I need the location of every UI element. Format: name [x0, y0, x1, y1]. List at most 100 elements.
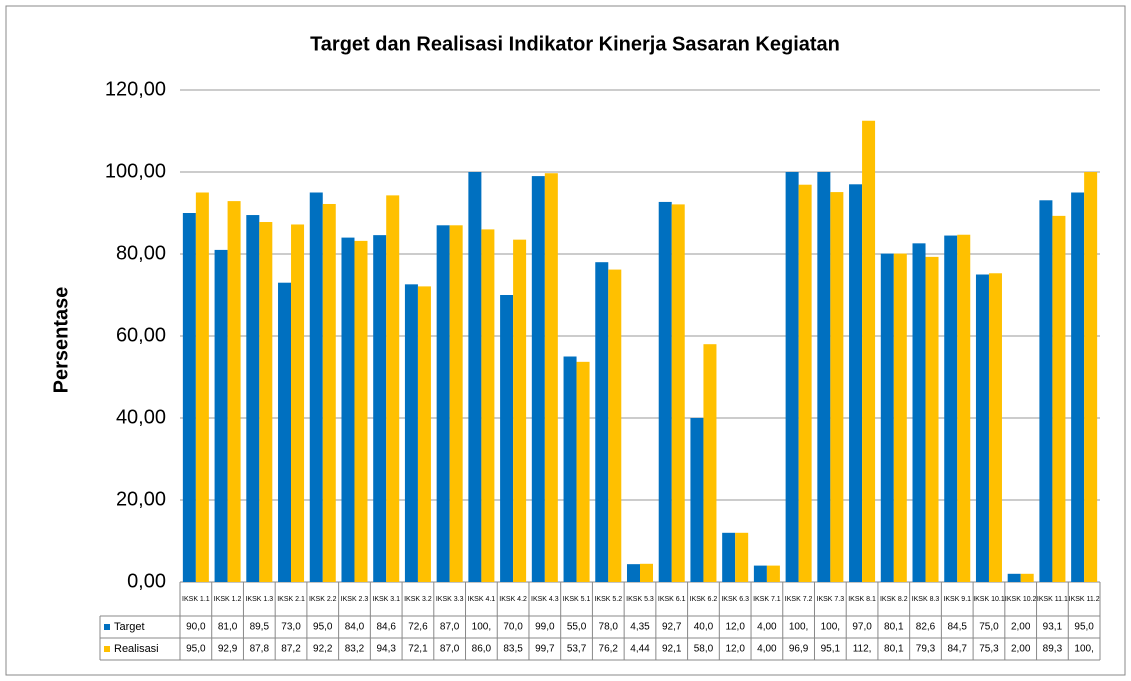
bar [182, 213, 196, 582]
table-value: 92,2 [313, 644, 333, 655]
table-value: 92,1 [662, 644, 682, 655]
table-value: 40,0 [694, 622, 714, 633]
y-tick-label: 40,00 [116, 406, 166, 428]
table-value: 12,0 [725, 622, 745, 633]
x-tick-label: IKSK 6.2 [690, 596, 718, 603]
table-value: 92,7 [662, 622, 682, 633]
bar [291, 224, 305, 583]
x-tick-label: IKSK 9.1 [943, 596, 971, 603]
y-tick-label: 120,00 [105, 78, 166, 100]
table-value: 2,00 [1011, 644, 1031, 655]
table-value: 4,35 [630, 622, 650, 633]
bar [1084, 172, 1098, 582]
bar [341, 237, 355, 582]
bar [722, 532, 736, 582]
table-value: 58,0 [694, 644, 714, 655]
x-tick-label: IKSK 5.3 [626, 596, 654, 603]
table-value: 75,3 [979, 644, 999, 655]
table-value: 84,6 [376, 622, 396, 633]
bar [195, 192, 209, 582]
bar [404, 284, 418, 582]
bar [671, 204, 685, 582]
bar [849, 184, 863, 583]
table-value: 96,9 [789, 644, 809, 655]
table-value: 80,1 [884, 644, 904, 655]
x-tick-label: IKSK 3.2 [404, 596, 432, 603]
table-value: 99,0 [535, 622, 555, 633]
y-tick-label: 20,00 [116, 488, 166, 510]
legend-key [104, 624, 110, 630]
x-tick-label: IKSK 6.3 [721, 596, 749, 603]
x-tick-label: IKSK 7.2 [785, 596, 813, 603]
x-tick-label: IKSK 6.1 [658, 596, 686, 603]
table-value: 93,1 [1043, 622, 1063, 633]
x-tick-label: IKSK 11.1 [1037, 596, 1068, 603]
table-value: 75,0 [979, 622, 999, 633]
bar [309, 192, 323, 582]
table-value: 95,1 [821, 644, 841, 655]
bar [227, 201, 241, 583]
table-value: 2,00 [1011, 622, 1031, 633]
bar [214, 249, 228, 582]
bar [988, 273, 1002, 582]
bar [373, 235, 387, 582]
table-value: 72,1 [408, 644, 428, 655]
table-value: 112, [853, 644, 872, 655]
table-value: 78,0 [599, 622, 619, 633]
table-value: 86,0 [472, 644, 492, 655]
table-value: 90,0 [186, 622, 206, 633]
table-value: 95,0 [313, 622, 333, 633]
bar [1052, 215, 1066, 582]
x-tick-label: IKSK 1.2 [214, 596, 242, 603]
bar [925, 256, 939, 582]
x-tick-label: IKSK 2.1 [277, 596, 305, 603]
table-value: 72,6 [408, 622, 428, 633]
table-value: 84,0 [345, 622, 365, 633]
table-value: 89,5 [250, 622, 270, 633]
bar [608, 269, 622, 582]
table-value: 81,0 [218, 622, 238, 633]
bar [468, 172, 482, 582]
bar [640, 563, 654, 582]
legend-label: Realisasi [114, 643, 159, 655]
bar [322, 203, 336, 583]
bar [576, 361, 590, 582]
table-value: 95,0 [186, 644, 206, 655]
bar [1039, 200, 1053, 583]
x-tick-label: IKSK 2.2 [309, 596, 337, 603]
y-tick-label: 60,00 [116, 324, 166, 346]
y-tick-label: 100,00 [105, 160, 166, 182]
bar [386, 195, 400, 582]
bar [513, 239, 527, 582]
table-value: 4,00 [757, 622, 777, 633]
x-tick-label: IKSK 8.1 [848, 596, 876, 603]
table-value: 84,7 [948, 644, 968, 655]
table-value: 87,2 [281, 644, 301, 655]
table-value: 79,3 [916, 644, 936, 655]
bar [500, 295, 514, 582]
x-tick-label: IKSK 7.1 [753, 596, 781, 603]
bar [595, 262, 609, 582]
x-tick-label: IKSK 8.2 [880, 596, 908, 603]
bar [259, 222, 273, 582]
x-tick-label: IKSK 5.2 [594, 596, 622, 603]
bar [817, 172, 831, 582]
bar [626, 564, 640, 582]
x-tick-label: IKSK 11.2 [1069, 596, 1100, 603]
bar [449, 225, 463, 583]
x-tick-label: IKSK 4.1 [468, 596, 496, 603]
bar [798, 184, 812, 582]
bar [975, 274, 989, 582]
table-value: 83,2 [345, 644, 365, 655]
bar [766, 565, 780, 582]
x-tick-label: IKSK 4.2 [499, 596, 527, 603]
table-value: 100, [1074, 644, 1093, 655]
x-tick-label: IKSK 5.1 [563, 596, 591, 603]
x-tick-label: IKSK 8.3 [912, 596, 940, 603]
bar [753, 565, 767, 582]
table-value: 70,0 [503, 622, 523, 633]
bar [246, 215, 260, 583]
chart-title: Target dan Realisasi Indikator Kinerja S… [310, 33, 840, 55]
table-value: 92,9 [218, 644, 238, 655]
